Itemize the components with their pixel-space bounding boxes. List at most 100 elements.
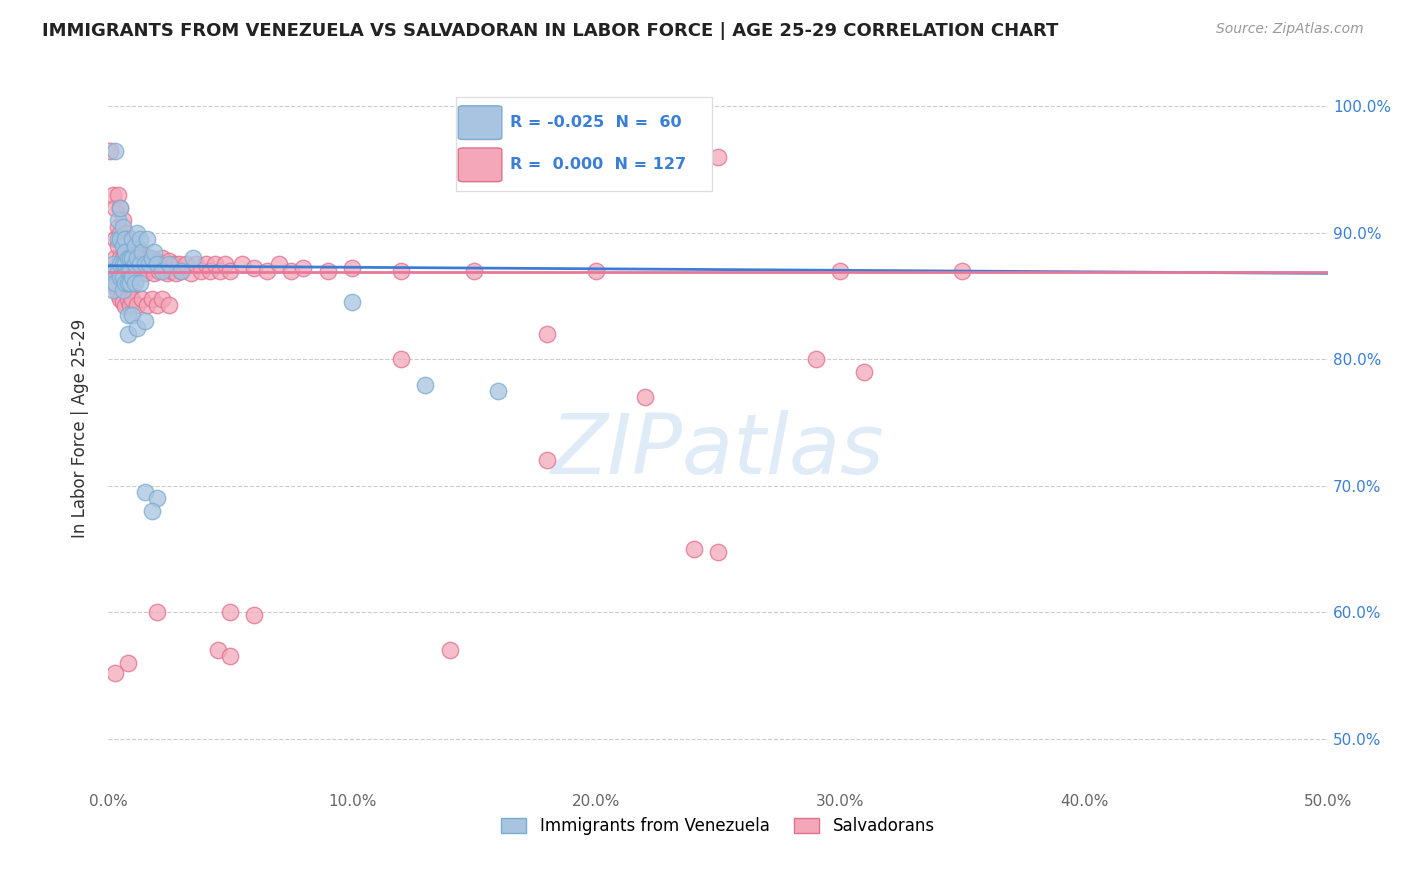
Point (114, 232, 136, 246)
Point (111, 270, 134, 285)
Point (118, 277, 141, 291)
Point (157, 298, 180, 312)
Point (853, 365, 876, 379)
Point (127, 251, 149, 265)
Point (111, 213, 134, 227)
Point (117, 251, 139, 265)
Point (134, 258, 156, 272)
Point (488, 384, 510, 398)
Point (127, 258, 149, 272)
Point (127, 320, 149, 334)
Point (108, 292, 131, 306)
Point (128, 258, 150, 272)
Point (134, 314, 156, 328)
Point (101, 283, 124, 297)
Point (536, 326, 558, 341)
Point (118, 274, 141, 288)
Point (111, 219, 134, 234)
Point (117, 251, 139, 265)
Point (101, 258, 124, 272)
Point (111, 270, 134, 285)
Point (107, 232, 129, 246)
Point (111, 238, 134, 252)
Point (114, 258, 136, 272)
Point (114, 292, 136, 306)
Point (136, 298, 159, 312)
Point (108, 201, 131, 215)
Point (117, 308, 139, 322)
Point (114, 258, 136, 272)
Point (243, 607, 266, 622)
Point (389, 264, 412, 278)
Point (111, 258, 134, 272)
Point (104, 201, 127, 215)
Point (127, 226, 149, 240)
Point (134, 485, 156, 500)
Point (292, 261, 315, 276)
Point (536, 453, 558, 467)
Point (101, 188, 124, 202)
Point (707, 150, 730, 164)
Point (214, 258, 236, 272)
Point (118, 298, 141, 312)
Point (104, 665, 127, 680)
Point (128, 232, 150, 246)
Point (585, 112, 607, 127)
Point (146, 258, 169, 272)
Point (107, 188, 129, 202)
Point (157, 253, 180, 268)
Point (170, 264, 193, 278)
Point (124, 258, 146, 272)
Point (190, 264, 212, 278)
Point (150, 264, 173, 278)
Point (107, 286, 129, 301)
Point (121, 270, 143, 285)
Point (104, 251, 127, 265)
Point (231, 258, 253, 272)
Point (104, 279, 127, 293)
Point (108, 251, 131, 265)
Point (118, 258, 141, 272)
Point (136, 258, 159, 272)
Point (107, 219, 129, 234)
Point (131, 292, 153, 306)
Text: Source: ZipAtlas.com: Source: ZipAtlas.com (1216, 22, 1364, 37)
Y-axis label: In Labor Force | Age 25-29: In Labor Force | Age 25-29 (72, 319, 89, 539)
Point (163, 258, 186, 272)
Point (183, 251, 205, 265)
Point (157, 258, 180, 272)
Point (117, 656, 139, 670)
Point (107, 213, 129, 227)
Point (104, 277, 127, 291)
Point (114, 277, 136, 291)
Point (117, 266, 139, 280)
Point (118, 289, 141, 303)
Point (634, 390, 657, 404)
Point (243, 261, 266, 276)
Point (118, 251, 141, 265)
Point (585, 264, 607, 278)
Point (104, 264, 127, 278)
Point (127, 298, 149, 312)
Point (121, 251, 143, 265)
Point (219, 649, 242, 664)
Point (707, 544, 730, 558)
Point (124, 251, 146, 265)
Point (155, 266, 177, 280)
Point (148, 264, 170, 278)
Point (413, 377, 436, 392)
Point (150, 292, 173, 306)
Point (209, 264, 232, 278)
Point (111, 232, 134, 246)
Point (108, 226, 131, 240)
Point (121, 232, 143, 246)
Point (389, 352, 412, 367)
Point (143, 244, 166, 259)
Point (174, 258, 197, 272)
Text: IMMIGRANTS FROM VENEZUELA VS SALVADORAN IN LABOR FORCE | AGE 25-29 CORRELATION C: IMMIGRANTS FROM VENEZUELA VS SALVADORAN … (42, 22, 1059, 40)
Point (121, 261, 143, 276)
Point (194, 258, 217, 272)
Point (128, 244, 150, 259)
Point (114, 226, 136, 240)
Point (138, 251, 160, 265)
